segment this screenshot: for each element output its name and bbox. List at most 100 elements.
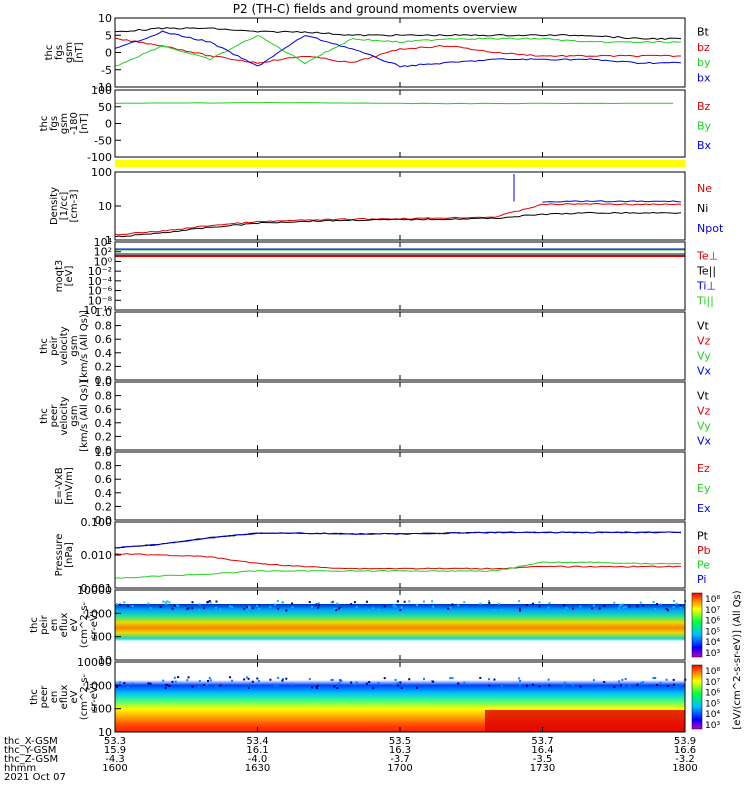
ion-spectrogram-speckle (617, 607, 620, 610)
electron-spectrogram-speckle (116, 685, 119, 688)
legend-vx: Vx (697, 365, 712, 378)
electron-spectrogram-speckle (231, 679, 234, 682)
ion-spectrogram-speckle (394, 605, 397, 608)
series-line-bz (114, 37, 681, 64)
electron-spectrogram-speckle (315, 685, 318, 688)
electron-spectrogram-speckle (449, 677, 452, 680)
x-axis-value: 53.3 (104, 736, 126, 747)
ion-spectrogram-speckle (548, 602, 551, 605)
legend-vy: Vy (697, 350, 711, 363)
ion-spectrogram-speckle (613, 601, 616, 604)
ion-spectrogram-speckle (350, 603, 353, 606)
y-tick-label: 10000 (77, 584, 112, 597)
y-axis-label-2: thc fgs gsm -180 [nT] (39, 112, 90, 135)
electron-spectrogram-speckle (656, 683, 659, 686)
x-axis-value: 16.6 (674, 745, 696, 756)
electron-spectrogram-speckle (423, 677, 426, 680)
y-axis-label-line: [eV] (64, 266, 75, 287)
electron-spectrogram-speckle (165, 684, 168, 687)
legend-vz: Vz (697, 335, 711, 348)
ion-spectrogram-speckle (330, 601, 333, 604)
ion-spectrogram-speckle (187, 607, 190, 610)
electron-spectrogram-speckle (618, 683, 621, 686)
legend-bz: Bz (697, 100, 711, 113)
electron-spectrogram-speckle (257, 679, 260, 682)
x-axis-row-label: thc_Y-GSM (4, 745, 56, 756)
electron-spectrogram-speckle (177, 676, 180, 679)
y-tick-label: 10⁻⁴ (88, 275, 113, 288)
y-tick-label: 1 (105, 234, 112, 247)
ion-spectrogram-speckle (591, 607, 594, 610)
y-tick-label: 10 (98, 654, 112, 667)
electron-spectrogram-speckle (316, 687, 319, 690)
ion-spectrogram-speckle (403, 600, 406, 603)
x-axis-value: 53.4 (246, 736, 268, 747)
panel-frame-7 (114, 451, 686, 521)
y-axis-label-line: peir (49, 335, 60, 355)
electron-spectrogram-speckle (248, 682, 251, 685)
y-tick-label: 10 (98, 200, 112, 213)
electron-spectrogram-speckle (215, 687, 218, 690)
ion-spectrogram-speckle (622, 606, 625, 609)
ion-spectrogram-speckle (164, 601, 167, 604)
y-axis-label-line: eV (69, 690, 80, 703)
ion-spectrogram-speckle (652, 600, 655, 603)
ion-spectrogram-speckle (423, 600, 426, 603)
ion-spectrogram-speckle (392, 604, 395, 607)
ion-spectrogram-speckle (353, 601, 356, 604)
electron-spectrogram-speckle (525, 684, 528, 687)
y-axis-label-line: eV (69, 618, 80, 631)
electron-spectrogram-speckle (365, 682, 368, 685)
electron-spectrogram-speckle (333, 685, 336, 688)
ion-spectrogram-speckle (518, 607, 521, 610)
colorbar-tick-label: 10⁴ (705, 638, 720, 648)
legend-bz: bz (697, 41, 710, 54)
electron-spectrogram-speckle (563, 681, 566, 684)
electron-spectrogram-speckle (338, 682, 341, 685)
x-axis-value: 16.1 (246, 745, 268, 756)
y-axis-label-line: gsm (59, 113, 70, 134)
x-axis-value: -4.0 (248, 754, 268, 765)
electron-spectrogram-band (485, 710, 685, 732)
electron-spectrogram-speckle (617, 680, 620, 683)
ion-spectrogram-speckle (166, 600, 169, 603)
ion-spectrogram-speckle (399, 609, 402, 612)
series-line-npot (542, 200, 682, 203)
date-label: 2021 Oct 07 (4, 772, 66, 783)
y-axis-label-line: (cm^2-s- (79, 601, 90, 648)
ion-spectrogram-speckle (281, 601, 284, 604)
ion-spectrogram-speckle (397, 600, 400, 603)
electron-spectrogram-speckle (206, 684, 209, 687)
ion-spectrogram-speckle (311, 605, 314, 608)
ion-spectrogram-speckle (672, 606, 675, 609)
legend-pb: Pb (697, 544, 711, 557)
y-axis-label-line: (cm^2-s- (79, 673, 90, 720)
y-axis-label-3: Density [1/cc] [cm-3] (49, 187, 80, 225)
electron-spectrogram-speckle (654, 677, 657, 680)
electron-spectrogram-speckle (672, 678, 675, 681)
electron-spectrogram-speckle (214, 685, 217, 688)
legend-ez: Ez (697, 462, 710, 475)
ion-spectrogram-speckle (203, 607, 206, 610)
y-axis-label-line: velocity (59, 396, 70, 435)
x-axis-value: 53.9 (674, 736, 696, 747)
ion-spectrogram-speckle (147, 602, 150, 605)
electron-spectrogram-speckle (431, 680, 434, 683)
ion-spectrogram-speckle (431, 600, 434, 603)
electron-spectrogram-speckle (311, 686, 314, 689)
ion-spectrogram-speckle (247, 605, 250, 608)
electron-spectrogram-speckle (276, 684, 279, 687)
ion-spectrogram-speckle (331, 600, 334, 603)
ion-spectrogram (115, 604, 685, 652)
y-tick-label: 10⁻¹⁰ (83, 304, 112, 317)
y-tick-label: 100 (91, 84, 112, 97)
electron-spectrogram-speckle (621, 678, 624, 681)
legend-te: Te|| (696, 265, 716, 278)
colorbar-2 (691, 664, 703, 730)
y-axis-label-line: thc (39, 338, 50, 354)
y-axis-label-line: peir (39, 614, 50, 634)
ion-spectrogram-speckle (355, 606, 358, 609)
series-line-pe (114, 561, 682, 579)
electron-spectrogram-speckle (518, 677, 521, 680)
electron-spectrogram-speckle (187, 676, 190, 679)
